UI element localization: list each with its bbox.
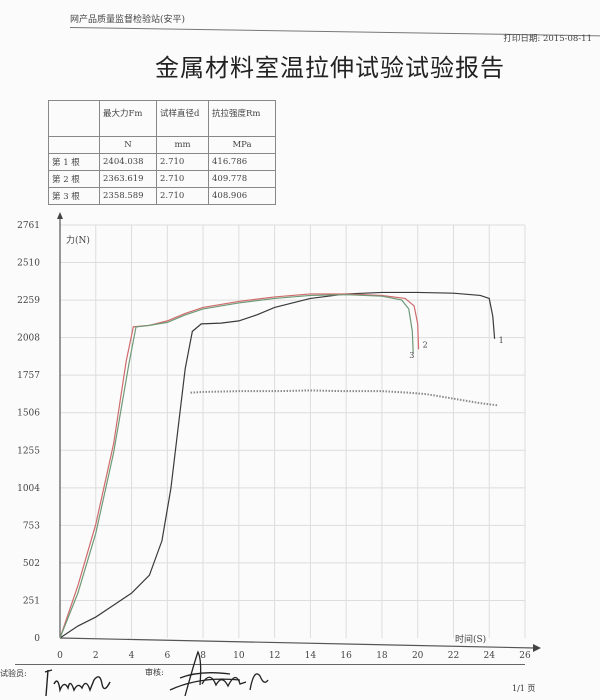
chart-series: 1 23 <box>59 291 504 639</box>
series-label: 3 <box>409 351 414 360</box>
y-tick-label: 2510 <box>17 259 40 269</box>
y-tick-label: 1757 <box>17 371 40 381</box>
unit-cell <box>48 136 100 154</box>
series-label: 1 <box>499 336 504 345</box>
unit-cell: N <box>99 136 157 154</box>
table-header-row: 最大力Fm 试样直径d 抗拉强度Rm <box>48 100 276 137</box>
x-tick-label: 10 <box>233 651 245 661</box>
table-cell: 2.710 <box>156 153 209 171</box>
x-tick-label: 12 <box>269 651 280 661</box>
unit-cell: MPa <box>208 136 276 154</box>
x-tick-label: 6 <box>164 651 170 661</box>
chart-grid <box>60 224 526 638</box>
table-cell: 第 2 根 <box>48 170 100 188</box>
y-axis-arrow <box>57 212 63 219</box>
x-tick-label: 20 <box>412 651 424 661</box>
y-tick-label: 2259 <box>17 296 40 306</box>
series-line-3 <box>59 294 414 639</box>
table-row: 第 3 根 2358.589 2.710 408.906 <box>48 187 276 205</box>
series-label: 2 <box>423 340 428 349</box>
table-cell: 2.710 <box>156 187 209 205</box>
table-row: 第 1 根 2404.038 2.710 416.786 <box>48 153 276 171</box>
y-tick-label: 251 <box>23 596 40 606</box>
table-cell: 408.906 <box>208 187 276 205</box>
y-tick-label: 1255 <box>17 446 40 456</box>
x-tick-label: 8 <box>200 651 206 661</box>
page-number: 1/1 页 <box>512 684 536 693</box>
report-title: 金属材料室温拉伸试验试验报告 <box>155 54 505 82</box>
x-tick-label: 16 <box>340 651 352 661</box>
table-cell: 416.786 <box>208 153 276 171</box>
chart-ticks: 0 2 4 6 8 10 12 14 16 18 20 22 24 2602515027531004125… <box>17 221 531 661</box>
chart-axes <box>57 212 541 652</box>
y-tick-label: 753 <box>23 521 40 531</box>
unit-cell: mm <box>156 136 209 154</box>
x-tick-label: 2 <box>93 651 99 661</box>
print-date: 打印日期: 2015-08-11 <box>503 34 592 44</box>
table-cell: 第 1 根 <box>48 153 100 171</box>
table-cell: 2404.038 <box>99 153 157 171</box>
series-line-1 <box>59 291 496 639</box>
x-tick-label: 0 <box>57 651 63 661</box>
table-cell: 2.710 <box>156 170 209 188</box>
force-time-chart: 0 2 4 6 8 10 12 14 16 18 20 22 24 2602515027531004125… <box>17 212 541 661</box>
tester-signature <box>44 669 111 697</box>
x-axis-label: 时间(S) <box>455 633 486 645</box>
x-axis <box>59 637 536 649</box>
series-line-extra <box>190 389 499 407</box>
table-cell: 2363.619 <box>99 170 157 188</box>
x-axis-arrow <box>533 644 541 652</box>
y-tick-label: 0 <box>34 634 40 644</box>
table-cell: 第 3 根 <box>48 187 100 205</box>
x-tick-label: 18 <box>376 651 388 661</box>
x-tick-label: 22 <box>448 651 459 661</box>
series-line-2 <box>59 293 420 639</box>
reviewer-signature <box>169 650 269 697</box>
y-tick-label: 1506 <box>17 409 40 419</box>
table-cell: 409.778 <box>208 170 276 188</box>
x-tick-label: 4 <box>129 651 135 661</box>
table-header-cell <box>48 100 100 137</box>
y-tick-label: 502 <box>23 559 40 569</box>
organization-name: 网产品质量监督检验站(安平) <box>70 15 186 25</box>
table-header-cell: 抗拉强度Rm <box>208 100 276 137</box>
tester-label: 试验员: <box>0 669 27 678</box>
table-row: 第 2 根 2363.619 2.710 409.778 <box>48 170 276 188</box>
y-tick-label: 1004 <box>17 484 40 494</box>
y-axis-label: 力(N) <box>66 234 90 246</box>
x-tick-label: 24 <box>484 651 496 661</box>
table-cell: 2358.589 <box>99 187 157 205</box>
results-table: 最大力Fm 试样直径d 抗拉强度Rm N mm MPa 第 1 根 2404.0… <box>48 100 276 205</box>
x-tick-label: 14 <box>305 651 317 661</box>
footer-divider <box>15 664 525 665</box>
table-header-cell: 最大力Fm <box>99 100 157 137</box>
y-tick-label: 2761 <box>17 221 40 231</box>
y-tick-label: 2008 <box>17 334 40 344</box>
table-header-cell: 试样直径d <box>156 100 209 137</box>
reviewer-label: 审核: <box>145 668 164 677</box>
table-units-row: N mm MPa <box>48 136 276 154</box>
x-tick-label: 26 <box>519 651 531 661</box>
